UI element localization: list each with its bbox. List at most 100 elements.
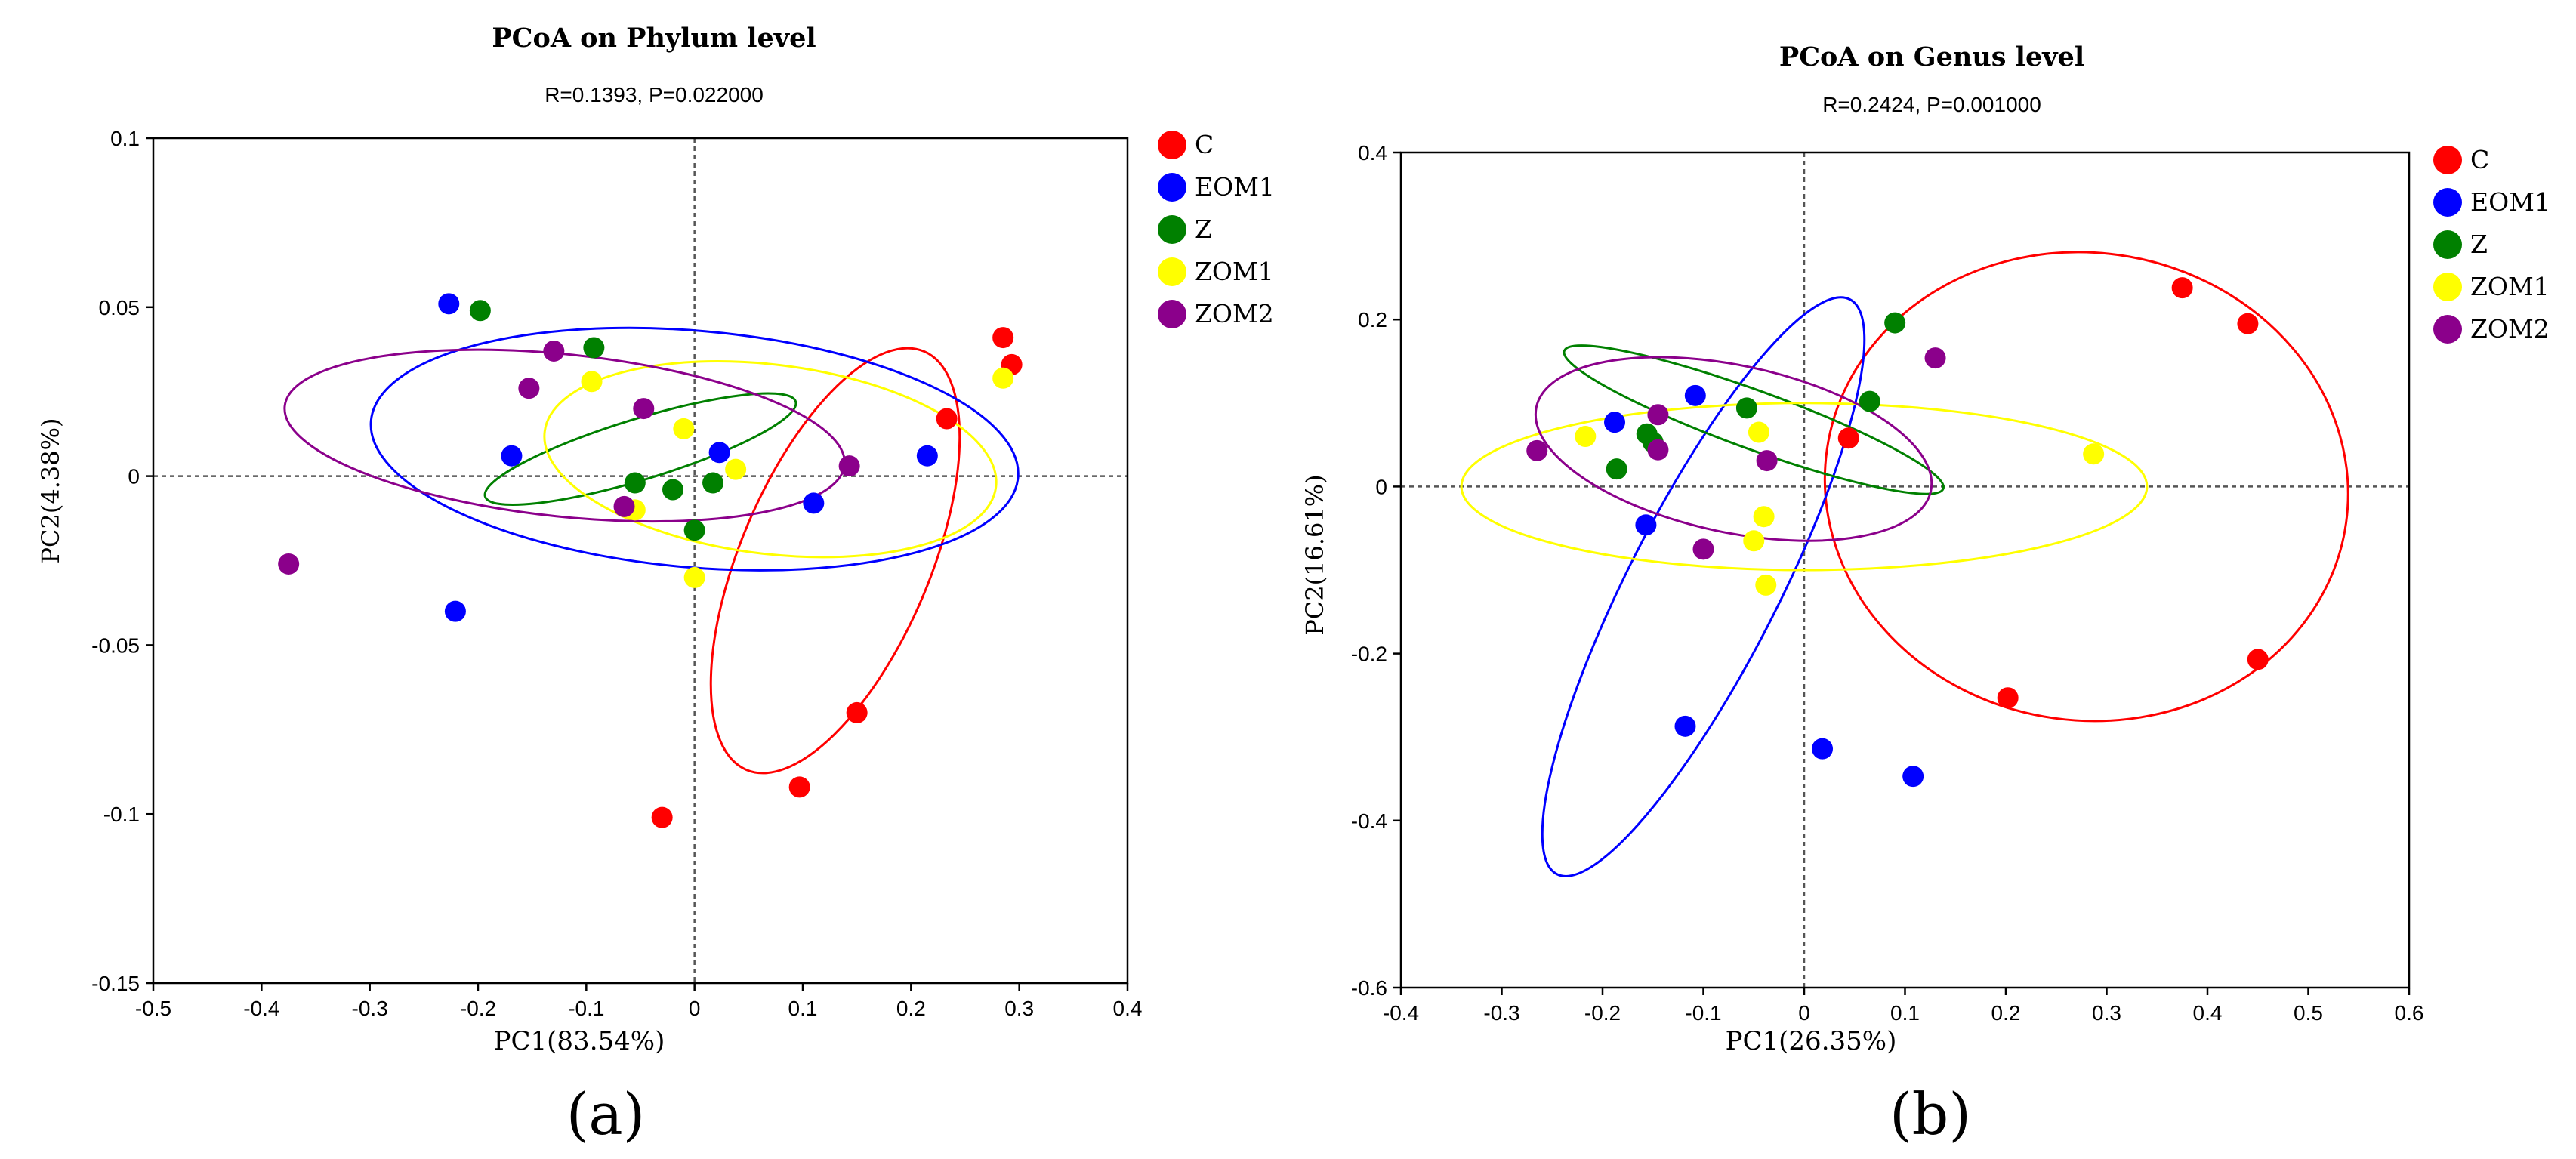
legend: C EOM1 Z ZOM1 ZOM2 [2433,145,2550,344]
y-axis-label: PC2(16.61%) [1300,474,1329,635]
point-zom1 [683,566,705,588]
data-points [278,293,1023,828]
x-tick-label: 0.2 [896,997,926,1020]
y-tick-label: -0.6 [1351,976,1387,1000]
point-zom2 [278,553,300,575]
ellipse-z [483,392,797,507]
point-c [992,327,1014,349]
reference-lines [1401,153,2409,988]
point-eom1 [803,492,825,514]
point-eom1 [1812,738,1834,760]
point-c [788,776,810,798]
chart-subtitle: R=0.1393, P=0.022000 [545,83,764,106]
point-c [1837,427,1859,449]
y-axis-ticks: -0.6 -0.4 -0.2 0 0.2 0.4 [1351,141,1401,1000]
point-z [1884,312,1906,334]
point-z [662,479,683,501]
legend-marker-z [2433,230,2462,259]
y-axis-ticks: -0.15 -0.1 -0.05 0 0.05 0.1 [91,127,153,995]
confidence-ellipses [283,326,1020,775]
point-z [1859,390,1880,412]
legend-marker-zom2 [2433,315,2462,344]
legend-label-eom1: EOM1 [1195,172,1275,202]
legend-label-z: Z [2470,230,2488,259]
ellipse-zom1 [1460,402,2149,572]
x-axis-ticks: -0.4 -0.3 -0.2 -0.1 0 0.1 0.2 0.3 0.4 0.5 0.6 [1383,988,2424,1025]
x-tick-label: -0.2 [460,997,496,1020]
legend-label-zom2: ZOM2 [1195,299,1274,328]
point-c [2237,313,2259,334]
point-zom1 [1748,421,1769,443]
reference-lines [153,138,1128,983]
y-tick-label: 0.4 [1358,141,1387,165]
point-eom1 [1635,514,1657,536]
point-z [702,472,724,494]
x-tick-label: 0.5 [2294,1001,2323,1025]
legend-marker-z [1158,215,1186,244]
y-tick-label: 0.2 [1358,308,1387,331]
x-tick-label: -0.4 [1383,1001,1419,1025]
x-tick-label: 0 [689,997,701,1020]
legend-marker-zom1 [1158,257,1186,286]
x-axis-ticks: -0.5 -0.4 -0.3 -0.2 -0.1 0 0.1 0.2 0.3 0.4 [135,983,1142,1020]
legend-label-c: C [2470,145,2489,174]
legend-marker-eom1 [1158,173,1186,202]
point-zom2 [838,455,860,477]
point-c [936,408,958,430]
x-axis-label: PC1(26.35%) [1726,1026,1897,1056]
ellipse-z [1563,344,1945,495]
x-axis-label: PC1(83.54%) [494,1026,665,1056]
legend-marker-c [2433,146,2462,174]
point-z [1606,458,1627,480]
legend-marker-zom2 [1158,300,1186,328]
x-tick-label: -0.5 [135,997,171,1020]
point-zom1 [1743,530,1765,552]
point-zom2 [1647,404,1669,426]
legend-label-zom1: ZOM1 [1195,257,1274,286]
chart-subtitle: R=0.2424, P=0.001000 [1822,93,2041,116]
point-c [846,701,868,723]
point-z [624,472,646,494]
point-zom1 [581,371,603,393]
point-zom1 [1753,506,1775,528]
legend: C EOM1 Z ZOM1 ZOM2 [1158,130,1275,328]
point-zom2 [1647,439,1669,461]
point-eom1 [438,293,460,315]
x-tick-label: 0 [1798,1001,1810,1025]
point-eom1 [501,445,523,467]
legend-label-eom1: EOM1 [2470,187,2550,217]
x-tick-label: 0.1 [788,997,818,1020]
y-tick-label: -0.1 [103,803,140,826]
ellipse-eom1 [1541,296,1866,877]
point-z [683,519,705,541]
ellipse-zom1 [543,360,998,559]
x-tick-label: 0.6 [2395,1001,2424,1025]
plot-frame [152,137,1129,985]
y-tick-label: 0.1 [110,127,140,150]
data-points [1526,277,2269,788]
plot-frame [1399,151,2411,989]
point-z [583,337,605,359]
legend-label-zom2: ZOM2 [2470,314,2550,344]
chart-title: PCoA on Phylum level [492,23,816,54]
point-c [1997,687,2019,709]
point-zom1 [1575,426,1597,448]
point-eom1 [916,445,938,467]
x-tick-label: -0.2 [1584,1001,1621,1025]
point-zom1 [1755,574,1777,596]
x-tick-label: 0.2 [1991,1001,2021,1025]
y-tick-label: -0.05 [91,633,140,657]
x-tick-label: -0.4 [243,997,279,1020]
y-tick-label: 0.05 [99,296,140,319]
point-c [2247,649,2269,670]
y-tick-label: -0.4 [1351,809,1387,833]
point-zom2 [633,398,655,420]
x-tick-label: -0.3 [1483,1001,1519,1025]
point-zom2 [613,495,635,517]
point-z [1735,397,1757,419]
legend-marker-eom1 [2433,188,2462,217]
point-zom2 [1756,450,1778,472]
point-zom2 [543,340,565,362]
legend-marker-c [1158,131,1186,159]
